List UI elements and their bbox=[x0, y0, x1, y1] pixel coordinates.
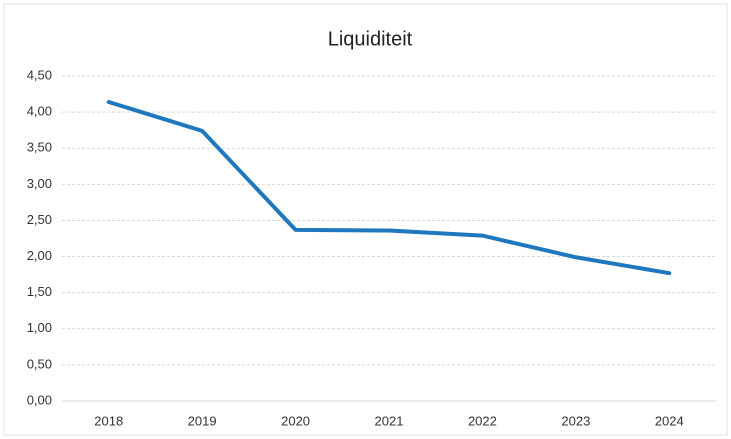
y-tick-label: 1,00 bbox=[27, 320, 52, 335]
x-tick-label: 2021 bbox=[375, 413, 404, 428]
y-tick-label: 1,50 bbox=[27, 284, 52, 299]
y-tick-label: 4,00 bbox=[27, 104, 52, 119]
y-tick-label: 4,50 bbox=[27, 67, 52, 82]
chart-frame bbox=[3, 3, 728, 436]
x-tick-label: 2019 bbox=[188, 413, 217, 428]
x-tick-label: 2020 bbox=[281, 413, 310, 428]
data-line bbox=[106, 100, 672, 276]
y-tick-label: 0,50 bbox=[27, 356, 52, 371]
y-tick-label: 2,00 bbox=[27, 248, 52, 263]
y-tick-label: 3,00 bbox=[27, 176, 52, 191]
y-tick-label: 0,00 bbox=[27, 392, 52, 407]
x-tick-label: 2018 bbox=[94, 413, 123, 428]
x-tick-label: 2024 bbox=[655, 413, 684, 428]
x-tick-label: 2023 bbox=[561, 413, 590, 428]
y-tick-label: 2,50 bbox=[27, 212, 52, 227]
chart-title: Liquiditeit bbox=[328, 28, 413, 50]
y-tick-label: 3,50 bbox=[27, 140, 52, 155]
x-tick-label: 2022 bbox=[468, 413, 497, 428]
